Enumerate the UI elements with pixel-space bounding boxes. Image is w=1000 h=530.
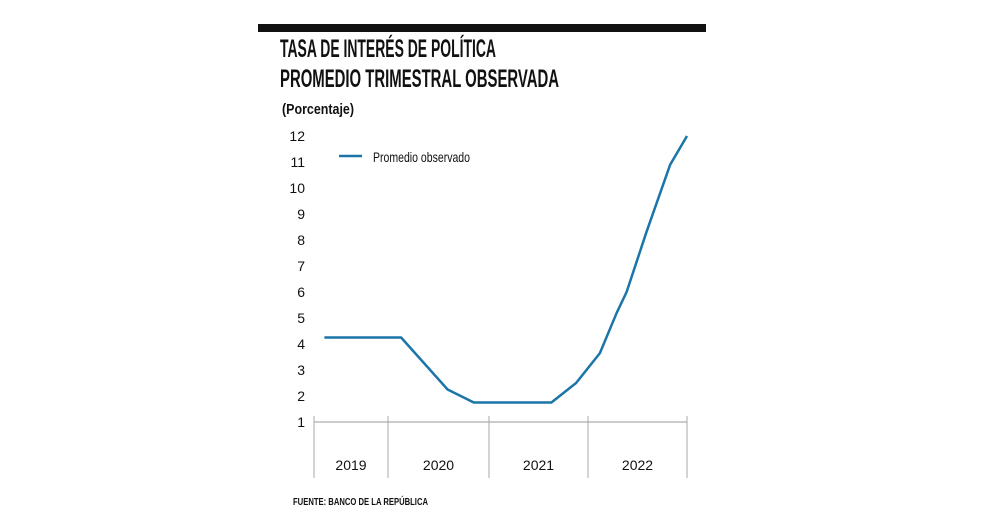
y-tick-label: 9 <box>297 206 305 222</box>
y-tick-label: 1 <box>297 414 305 430</box>
x-tick-label: 2019 <box>335 457 366 473</box>
y-tick-label: 5 <box>297 310 305 326</box>
x-tick-label: 2021 <box>523 457 554 473</box>
x-tick-label: 2022 <box>622 457 653 473</box>
y-tick-label: 3 <box>297 362 305 378</box>
y-tick-label: 11 <box>290 154 305 170</box>
y-tick-label: 10 <box>289 180 305 196</box>
chart-title-line1: TASA DE INTERÉS DE POLÍTICA <box>280 34 496 63</box>
chart-title-line2: PROMEDIO TRIMESTRAL OBSERVADA <box>280 65 559 93</box>
y-tick-label: 8 <box>297 232 305 248</box>
y-tick-label: 2 <box>297 388 305 404</box>
series-line <box>324 135 689 404</box>
legend-label: Promedio observado <box>373 149 470 165</box>
y-tick-label: 7 <box>297 258 305 274</box>
legend: Promedio observado <box>339 149 470 165</box>
unit-label: (Porcentaje) <box>282 101 354 118</box>
y-tick-label: 4 <box>297 336 305 352</box>
y-tick-label: 12 <box>289 128 305 144</box>
source-note: FUENTE: BANCO DE LA REPÚBLICA <box>293 495 428 508</box>
x-tick-label: 2020 <box>423 457 454 473</box>
y-tick-label: 6 <box>297 284 305 300</box>
header-bar <box>258 24 706 32</box>
